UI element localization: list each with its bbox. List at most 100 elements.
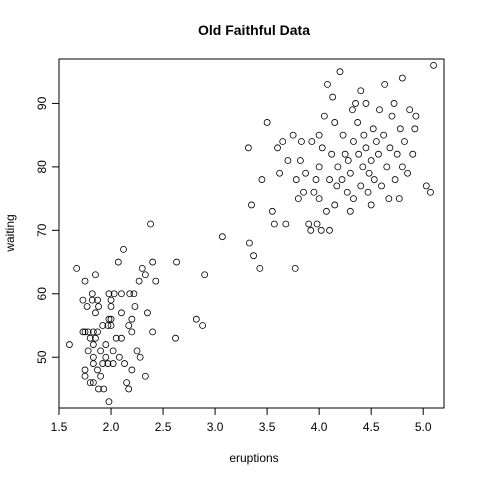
data-point <box>105 290 113 298</box>
x-tick-label: 4.0 <box>311 420 328 434</box>
data-point <box>256 264 264 272</box>
data-point <box>218 233 226 241</box>
data-point <box>105 315 113 323</box>
data-point <box>144 309 151 317</box>
data-point <box>381 80 389 88</box>
data-point <box>395 195 403 203</box>
data-point <box>120 245 127 253</box>
data-point <box>192 315 200 323</box>
data-point <box>338 176 346 183</box>
data-point <box>107 303 115 310</box>
data-point <box>320 112 328 120</box>
y-tick-label: 80 <box>35 160 49 174</box>
data-point <box>336 68 344 76</box>
data-point <box>318 144 326 152</box>
data-point <box>86 334 94 342</box>
data-point <box>383 163 391 171</box>
data-point <box>123 379 131 387</box>
data-point <box>315 131 323 139</box>
data-point <box>79 296 87 304</box>
data-point <box>378 182 385 190</box>
data-point <box>282 220 290 228</box>
data-point <box>430 61 437 69</box>
data-point <box>385 195 393 203</box>
data-point <box>354 119 362 126</box>
data-point <box>344 157 352 164</box>
data-point <box>404 169 411 177</box>
data-point <box>130 290 138 298</box>
data-point <box>308 138 316 145</box>
data-point <box>66 341 73 348</box>
data-point <box>79 328 87 336</box>
data-point <box>352 100 359 107</box>
data-point <box>372 138 380 145</box>
data-point <box>328 150 336 158</box>
data-point <box>284 157 292 164</box>
data-point <box>118 334 125 342</box>
data-point <box>393 150 401 158</box>
x-tick-label: 3.0 <box>207 420 224 434</box>
data-point <box>263 119 271 126</box>
data-point <box>380 131 388 139</box>
data-point <box>125 385 133 393</box>
data-point <box>391 176 399 183</box>
x-tick-label: 5.0 <box>415 420 432 434</box>
data-point <box>172 334 179 342</box>
data-point <box>310 188 318 196</box>
data-point <box>109 360 117 367</box>
data-point <box>386 144 394 152</box>
data-point <box>339 131 347 139</box>
plot-frame <box>58 58 445 409</box>
y-axis: 50 60 70 80 90 <box>35 96 59 364</box>
data-point <box>422 182 430 190</box>
data-point <box>89 360 97 367</box>
data-point <box>89 353 97 361</box>
x-axis-label: eruptions <box>229 451 278 465</box>
data-point <box>201 271 209 279</box>
data-point <box>390 100 398 107</box>
data-point <box>292 176 300 183</box>
data-point <box>346 169 354 177</box>
data-point <box>360 131 368 139</box>
data-point <box>307 226 315 234</box>
data-point <box>135 277 143 285</box>
data-point <box>411 125 419 133</box>
data-point <box>81 277 89 285</box>
data-point <box>357 182 365 190</box>
data-point <box>81 328 89 336</box>
data-point <box>323 207 330 215</box>
data-point <box>334 163 342 171</box>
data-point <box>100 385 108 393</box>
data-point <box>92 271 99 279</box>
data-point <box>125 322 133 329</box>
data-point <box>298 138 305 145</box>
data-point <box>248 201 255 209</box>
data-point <box>409 150 417 158</box>
data-point <box>138 264 146 272</box>
data-point <box>118 290 125 298</box>
y-axis-label: waiting <box>3 214 17 252</box>
data-point <box>152 277 160 285</box>
data-point <box>364 188 372 196</box>
data-point <box>396 125 404 133</box>
data-point <box>326 176 333 183</box>
data-point <box>279 138 287 145</box>
data-point <box>147 220 154 228</box>
data-point <box>102 341 110 348</box>
y-tick-label: 50 <box>35 350 49 364</box>
data-point <box>250 252 257 260</box>
data-point <box>73 264 81 272</box>
data-point <box>355 150 363 158</box>
data-point <box>109 347 117 355</box>
data-point <box>88 290 96 298</box>
data-point <box>128 366 136 374</box>
data-point <box>331 201 339 209</box>
data-point <box>331 119 339 126</box>
data-point <box>398 163 406 171</box>
data-point <box>406 106 414 114</box>
data-point <box>107 296 115 304</box>
data-point <box>365 169 373 177</box>
data-point <box>274 144 281 152</box>
data-point <box>369 125 377 133</box>
x-tick-label: 3.5 <box>259 420 276 434</box>
